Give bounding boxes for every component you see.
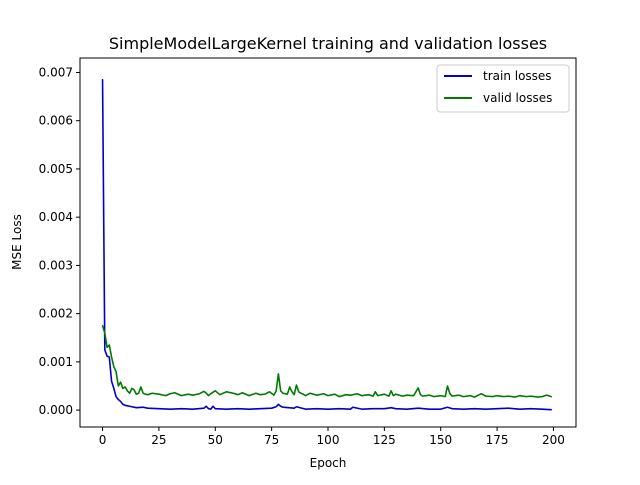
x-axis: 0 25 50 75 100 125 150 175 200	[99, 427, 565, 447]
x-tick-label: 175	[486, 433, 509, 447]
y-axis: 0.000 0.001 0.002 0.003 0.004 0.005 0.006 0.007	[39, 65, 80, 417]
y-tick-label: 0.003	[39, 258, 73, 272]
train-loss-line	[101, 78, 553, 411]
legend: train losses valid losses	[436, 64, 570, 113]
legend-label-train: train losses	[483, 69, 552, 83]
x-tick-label: 150	[429, 433, 452, 447]
x-tick-label: 125	[373, 433, 396, 447]
plot-area	[101, 78, 553, 411]
y-axis-label: MSE Loss	[10, 214, 24, 270]
x-tick-label: 0	[99, 433, 107, 447]
y-tick-label: 0.001	[39, 355, 73, 369]
y-tick-label: 0.000	[39, 403, 73, 417]
x-tick-label: 200	[542, 433, 565, 447]
valid-loss-line	[101, 324, 553, 398]
legend-label-valid: valid losses	[483, 91, 552, 105]
y-tick-label: 0.005	[39, 162, 73, 176]
series-layer	[101, 78, 553, 411]
y-tick-label: 0.006	[39, 114, 73, 128]
x-tick-label: 75	[264, 433, 279, 447]
chart-title: SimpleModelLargeKernel training and vali…	[109, 34, 547, 53]
x-tick-label: 50	[208, 433, 223, 447]
y-tick-label: 0.004	[39, 210, 73, 224]
y-tick-label: 0.002	[39, 307, 73, 321]
y-tick-label: 0.007	[39, 65, 73, 79]
x-tick-label: 100	[317, 433, 340, 447]
x-tick-label: 25	[151, 433, 166, 447]
x-axis-label: Epoch	[310, 456, 347, 470]
